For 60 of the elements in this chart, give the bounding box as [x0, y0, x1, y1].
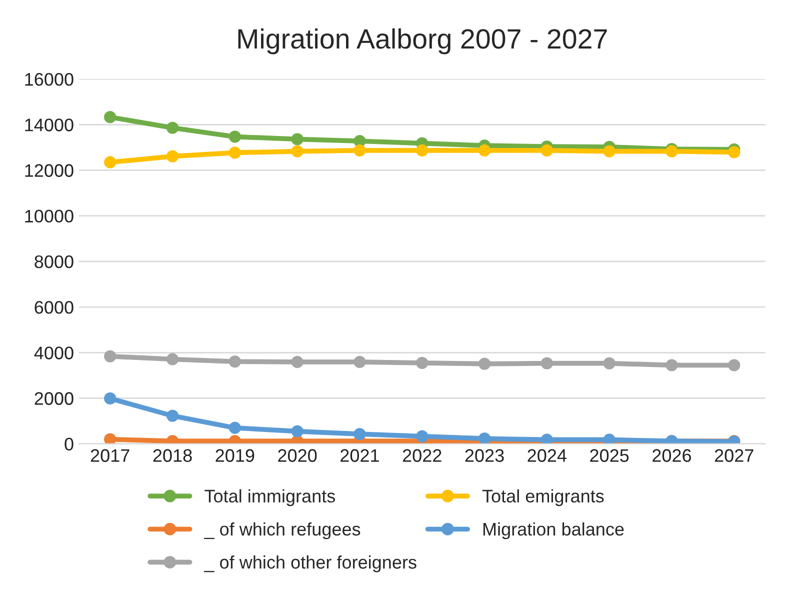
point — [291, 425, 304, 438]
y-tick-label: 14000 — [25, 118, 74, 132]
legend-label: _ of which refugees — [204, 522, 360, 540]
y-tick-label: 10000 — [25, 210, 74, 223]
point — [416, 356, 428, 369]
point — [104, 392, 116, 405]
point — [291, 356, 304, 368]
legend-label: Migration balance — [483, 522, 624, 540]
chart-title: Migration Aalborg 2007 - 2027 — [238, 28, 607, 54]
point — [291, 145, 304, 158]
point — [104, 156, 116, 168]
point — [354, 144, 366, 156]
point — [666, 145, 678, 158]
point — [603, 357, 616, 370]
y-tick-label: 12000 — [25, 164, 74, 177]
point — [166, 122, 179, 134]
x-tick-label: 2026 — [652, 449, 692, 462]
point — [228, 146, 241, 159]
x-tick-label: 2017 — [90, 449, 130, 462]
x-tick-label: 2023 — [465, 449, 504, 462]
point — [540, 357, 553, 370]
y-tick-label: 6000 — [34, 300, 74, 314]
point — [228, 355, 241, 368]
point — [228, 422, 241, 434]
point — [728, 146, 740, 158]
x-tick-label: 2019 — [216, 449, 254, 462]
x-tick-label: 2021 — [340, 449, 379, 462]
x-tick-label: 2020 — [278, 449, 317, 462]
point — [104, 350, 116, 362]
legend-label: Total immigrants — [204, 489, 336, 506]
point — [228, 130, 241, 143]
y-tick-label: 2000 — [34, 392, 74, 405]
point — [478, 432, 491, 444]
legend-label: Total emigrants — [482, 489, 604, 506]
y-tick-label: 4000 — [34, 346, 74, 360]
legend-label: _ of which other foreigners — [204, 555, 416, 572]
point — [354, 356, 366, 368]
point — [728, 359, 740, 372]
x-tick-label: 2027 — [714, 449, 754, 462]
y-tick-label: 16000 — [25, 72, 74, 86]
point — [666, 359, 678, 372]
y-tick-label: 8000 — [34, 255, 74, 268]
x-tick-label: 2025 — [590, 449, 629, 462]
point — [354, 428, 366, 440]
point — [166, 353, 179, 366]
point — [416, 430, 428, 442]
point — [166, 410, 179, 422]
x-tick-label: 2024 — [528, 449, 566, 462]
x-tick-label: 2022 — [402, 449, 442, 462]
point — [416, 144, 428, 156]
point — [478, 144, 491, 156]
point — [104, 111, 116, 124]
y-tick-label: 0 — [64, 438, 74, 451]
point — [166, 150, 179, 162]
x-tick-label: 2018 — [153, 449, 192, 462]
point — [540, 144, 553, 156]
point — [104, 433, 116, 444]
point — [603, 145, 616, 158]
point — [478, 358, 491, 370]
point — [291, 133, 304, 146]
